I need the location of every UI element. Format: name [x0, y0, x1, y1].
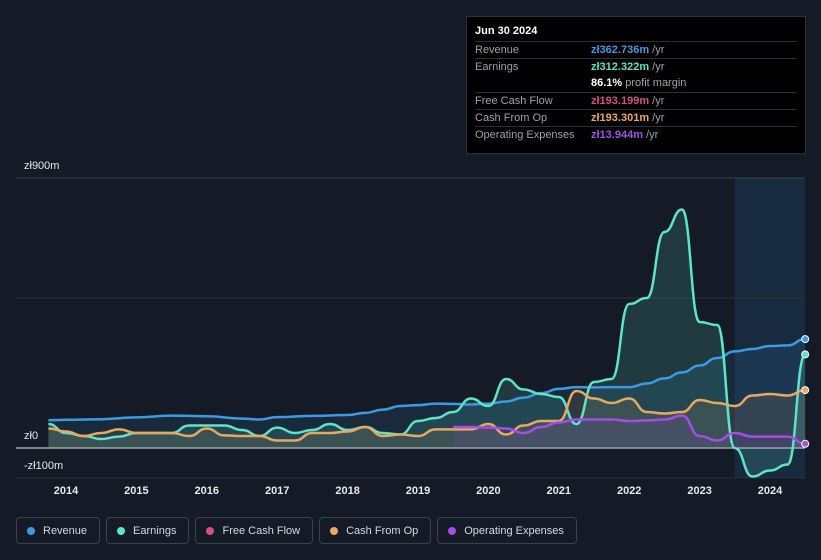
value-amount: zł193.199m — [591, 95, 650, 107]
value-amount: 86.1% — [591, 77, 623, 89]
value-unit: /yr — [652, 95, 665, 107]
value-unit: /yr — [646, 129, 659, 141]
legend-dot-icon — [117, 526, 126, 535]
value-amount: zł362.736m — [591, 44, 650, 56]
forecast-region — [734, 178, 805, 478]
y-tick-label-zero: zł0 — [24, 430, 39, 442]
line-operating-expenses — [453, 414, 806, 446]
x-tick-label: 2015 — [124, 485, 149, 497]
tooltip-label: Cash From Op — [475, 112, 548, 124]
data-tooltip: Jun 30 2024 Revenue zł362.736m /yr Earni… — [466, 16, 806, 154]
line-revenue — [48, 337, 806, 422]
tooltip-value: zł193.301m /yr — [591, 110, 664, 127]
legend-label: Revenue — [43, 524, 88, 537]
tooltip-label: Operating Expenses — [475, 129, 575, 141]
legend-dot-icon — [206, 526, 215, 535]
tooltip-label: Free Cash Flow — [475, 95, 553, 107]
value-unit: /yr — [652, 44, 665, 56]
tooltip-value: 86.1% profit margin — [591, 75, 686, 92]
area-cash-from-op — [48, 390, 806, 448]
x-tick-label: 2021 — [546, 485, 572, 497]
legend-label: Earnings — [133, 524, 177, 537]
x-tick-label: 2016 — [194, 485, 220, 497]
legend-cash-from-op[interactable]: Cash From Op — [319, 517, 432, 544]
legend-earnings[interactable]: Earnings — [106, 517, 190, 544]
tooltip-value: zł312.322m /yr — [591, 59, 664, 76]
tooltip-value: zł193.199m /yr — [591, 93, 664, 110]
x-tick-label: 2022 — [616, 485, 642, 497]
y-tick-label-bottom: -zł100m — [24, 460, 64, 472]
legend-revenue[interactable]: Revenue — [16, 517, 101, 544]
tooltip-row-free-cash-flow: Free Cash Flow zł193.199m /yr — [475, 92, 797, 110]
series-areas — [48, 209, 806, 477]
legend-label: Operating Expenses — [464, 524, 564, 537]
tooltip-row-operating-expenses: Operating Expenses zł13.944m /yr — [475, 126, 797, 144]
tooltip-label: Earnings — [475, 61, 519, 73]
value-unit: profit margin — [625, 77, 687, 89]
tooltip-date: Jun 30 2024 — [475, 25, 538, 37]
chart-legend: Revenue Earnings Free Cash Flow Cash Fro… — [16, 517, 577, 546]
series-endpoints — [801, 335, 810, 448]
series-lines — [48, 208, 807, 478]
y-tick-label-top: zł900m — [24, 160, 60, 172]
tooltip-row-revenue: Revenue zł362.736m /yr — [475, 41, 797, 59]
value-amount: zł312.322m — [591, 61, 650, 73]
x-tick-label: 2014 — [53, 485, 79, 497]
tooltip-value: zł13.944m /yr — [591, 127, 658, 144]
x-tick-label: 2024 — [757, 485, 783, 497]
tooltip-label: Revenue — [475, 44, 520, 56]
legend-operating-expenses[interactable]: Operating Expenses — [437, 517, 577, 544]
legend-dot-icon — [448, 526, 457, 535]
x-tick-label: 2019 — [405, 485, 431, 497]
value-unit: /yr — [652, 112, 665, 124]
area-earnings — [48, 209, 806, 477]
area-operating-expenses — [453, 415, 806, 448]
endpoint-operating-expenses — [801, 439, 810, 448]
value-unit: /yr — [652, 61, 665, 73]
value-amount: zł193.301m — [591, 112, 650, 124]
legend-free-cash-flow[interactable]: Free Cash Flow — [195, 517, 314, 544]
endpoint-cash-from-op — [801, 386, 810, 395]
x-tick-label: 2018 — [335, 485, 360, 497]
legend-label: Free Cash Flow — [222, 524, 301, 537]
line-earnings — [48, 208, 807, 478]
x-tick-label: 2017 — [264, 485, 290, 497]
legend-label: Cash From Op — [346, 524, 419, 537]
tooltip-row-profit-margin: 86.1% profit margin — [475, 75, 797, 92]
endpoint-revenue — [801, 335, 810, 344]
value-amount: zł13.944m — [591, 129, 643, 141]
tooltip-value: zł362.736m /yr — [591, 42, 664, 59]
tooltip-row-earnings: Earnings zł312.322m /yr — [475, 58, 797, 76]
x-tick-label: 2020 — [476, 485, 501, 497]
legend-dot-icon — [330, 526, 339, 535]
line-cash-from-op — [48, 388, 806, 442]
tooltip-row-cash-from-op: Cash From Op zł193.301m /yr — [475, 109, 797, 127]
gridlines — [16, 177, 805, 479]
legend-dot-icon — [27, 526, 35, 535]
endpoint-earnings — [801, 350, 810, 359]
x-tick-label: 2023 — [687, 485, 712, 497]
